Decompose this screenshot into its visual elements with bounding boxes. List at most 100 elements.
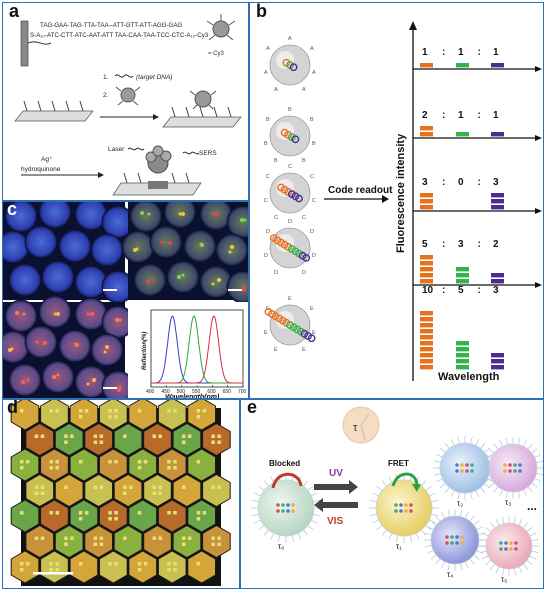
code-dot (108, 415, 112, 419)
code-dot (93, 536, 98, 540)
code-dot (84, 409, 89, 413)
panel-c-label: c (7, 201, 18, 219)
code-dot (40, 491, 45, 495)
lifetime-label: τ₀ (278, 542, 284, 551)
microbead (183, 229, 217, 263)
fluorescent-spot (43, 341, 47, 345)
hexagonal-particle (187, 400, 216, 431)
code-dot (40, 485, 45, 489)
ratio-separator: : (478, 239, 481, 250)
bead-probe-letter: C (274, 215, 278, 221)
bead-probe-letter: B (312, 141, 316, 147)
bead-probe-letter: B (310, 117, 314, 123)
code-dot (152, 491, 157, 495)
microbead (58, 229, 92, 263)
intensity-bar-segment (456, 353, 469, 358)
ratio-separator: : (442, 285, 445, 296)
x-axis-label: Wavelength(nm) (165, 394, 220, 399)
quantum-dot (295, 194, 303, 203)
panel-a: a TAG-GAA-TAG-TTA-TAA--ATT-GTT-ATT-AGG-G… (2, 2, 249, 201)
panel-c: c 400 450 500 550 600 650 700 Reflection(%) Wave… (2, 201, 249, 399)
intensity-bar-segment (420, 341, 433, 346)
hexagonal-particle (187, 448, 216, 482)
bead-probe-letter: B (266, 117, 270, 123)
panel-e-label: e (247, 399, 258, 417)
code-dot (34, 485, 39, 489)
photoswitchable-nanoparticle (433, 436, 497, 500)
hexagonal-particle (99, 448, 128, 482)
microbead (8, 363, 42, 397)
microbead (41, 360, 75, 394)
code-dot (211, 536, 215, 540)
bead-probe-letter: A (312, 70, 316, 76)
intensity-bar-segment (456, 273, 469, 278)
hexagonal-particle (157, 400, 187, 431)
microbead (58, 329, 92, 363)
code-dot (114, 415, 118, 419)
fluorescent-spot (160, 240, 164, 244)
ratio-value: 3 (493, 177, 499, 188)
x-tick-label: 400 (146, 389, 155, 395)
panel-a-label: a (9, 2, 20, 21)
ratio-value: 5 (422, 239, 428, 250)
code-dot (40, 434, 45, 438)
code-dot (49, 409, 53, 413)
hexagonal-particle (143, 473, 172, 508)
microbead (90, 233, 124, 267)
fluorescent-spot (118, 318, 122, 322)
lifetime-label: τ₃ (505, 498, 511, 507)
hexagonal-particle (172, 473, 202, 508)
fluorescent-spot (26, 378, 30, 382)
intensity-bar-segment (456, 132, 469, 137)
fluorescent-spot (86, 382, 90, 386)
fluorescent-spot (135, 247, 139, 251)
intensity-bar-segment (420, 273, 433, 278)
code-dot (99, 542, 104, 546)
fluorescent-spot (181, 273, 185, 277)
code-dot (137, 466, 142, 470)
ratio-value: 1 (493, 110, 499, 121)
code-dot (158, 536, 163, 540)
code-dot (152, 434, 157, 438)
hexagonal-particle (157, 499, 187, 533)
code-dot (93, 542, 98, 546)
intensity-bar-segment (491, 365, 504, 370)
y-axis-label: Reflection(%) (142, 332, 148, 370)
code-dot (114, 460, 118, 464)
hexagonal-particle (99, 400, 128, 431)
ratio-separator: : (478, 110, 481, 121)
code-dot (181, 485, 186, 489)
lifetime-label: τ₁ (396, 542, 402, 551)
intensity-bar-segment (491, 279, 504, 284)
code-dot (211, 542, 215, 546)
code-dot (108, 517, 112, 521)
scale-bar (33, 572, 73, 575)
code-dot (34, 434, 39, 438)
code-readout-label: Code readout (328, 185, 393, 196)
code-dot (173, 409, 177, 413)
code-dot (167, 562, 171, 566)
microbead (24, 325, 58, 359)
intensity-bar-segment (420, 261, 433, 266)
hexagonal-particle (25, 422, 55, 457)
intensity-bar-segment (420, 311, 433, 316)
code-dot (99, 536, 104, 540)
fluorescent-spot (115, 318, 119, 322)
code-dot (114, 409, 118, 413)
x-tick-label: 650 (223, 389, 232, 395)
slide-silver (112, 145, 202, 196)
hexagonal-particle (143, 422, 172, 457)
nanoparticle-probe-icon (115, 86, 141, 106)
microbead (149, 225, 183, 259)
intensity-bar-segment (420, 255, 433, 260)
microbead (129, 202, 163, 233)
blocked-label: Blocked (269, 459, 300, 468)
intensity-bar-segment (420, 317, 433, 322)
x-axis-label: Wavelength (438, 371, 500, 383)
bead-probe-letter: E (274, 347, 278, 353)
hexagonal-particle (40, 550, 69, 584)
encoded-bead-icon: B B B B B B B (264, 107, 316, 164)
tau-label: τ (353, 422, 358, 434)
scale-bar (103, 289, 117, 291)
fluorescent-spot (56, 373, 60, 377)
